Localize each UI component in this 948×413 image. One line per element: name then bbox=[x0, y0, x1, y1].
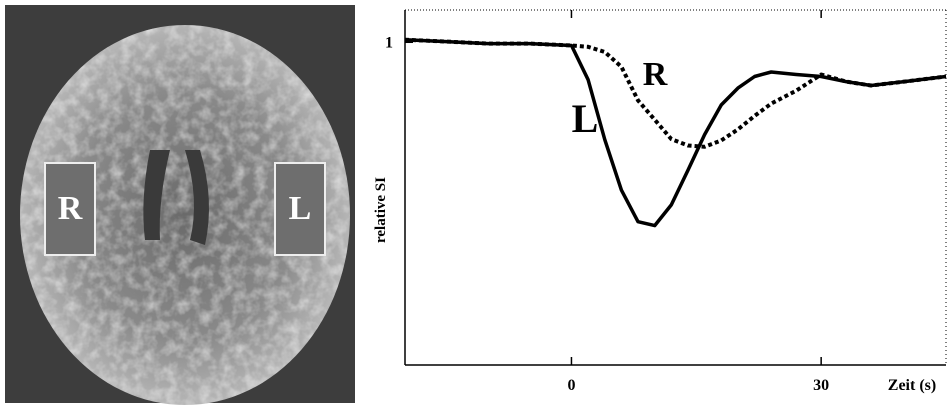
roi-box bbox=[44, 162, 96, 256]
y-tick-label: 1 bbox=[385, 34, 393, 51]
roi-label: R bbox=[58, 190, 83, 227]
chart: relative SI Zeit (s) 0 30 1 L R bbox=[373, 9, 947, 394]
x-tick-label: 0 bbox=[567, 377, 575, 394]
x-axis-label: Zeit (s) bbox=[888, 377, 936, 394]
brain-texture bbox=[20, 25, 350, 405]
series-label: R bbox=[643, 56, 668, 93]
mri-image: R L bbox=[5, 5, 355, 405]
roi-box bbox=[274, 162, 326, 256]
line-series bbox=[404, 37, 947, 228]
roi-label: L bbox=[289, 190, 312, 227]
y-axis-label: relative SI bbox=[373, 177, 389, 243]
series-label: L bbox=[572, 96, 599, 141]
ventricle bbox=[143, 150, 170, 240]
x-tick-label: 30 bbox=[813, 377, 829, 394]
ventricle bbox=[185, 150, 209, 245]
line-series bbox=[404, 37, 947, 149]
